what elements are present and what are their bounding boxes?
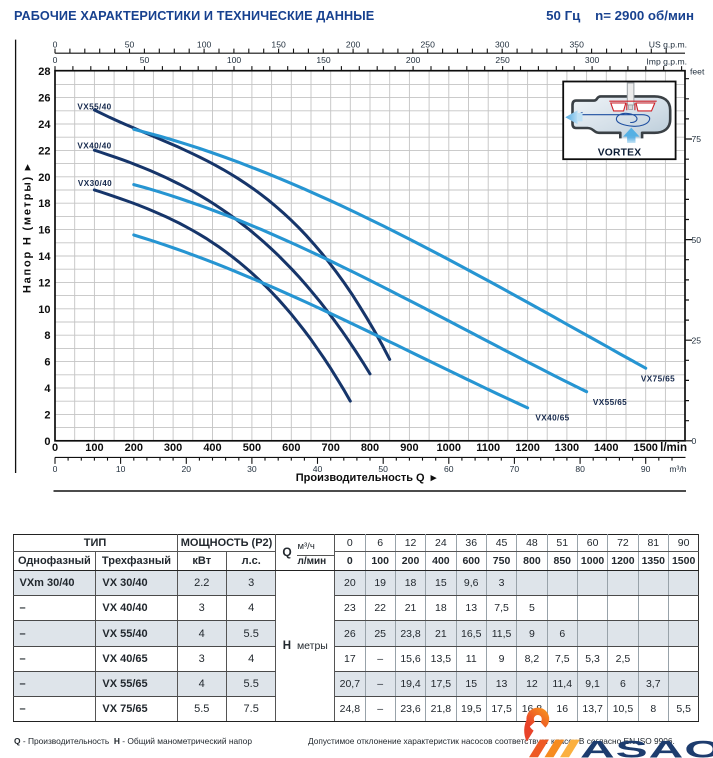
svg-text:70: 70 xyxy=(510,464,520,474)
svg-text:feet: feet xyxy=(690,67,705,77)
svg-text:28: 28 xyxy=(38,66,50,78)
svg-text:150: 150 xyxy=(316,55,331,65)
svg-text:50: 50 xyxy=(140,55,150,65)
svg-text:VX40/65: VX40/65 xyxy=(535,413,569,422)
svg-text:12: 12 xyxy=(38,277,50,289)
svg-text:800: 800 xyxy=(361,442,379,454)
svg-text:VX75/65: VX75/65 xyxy=(641,374,675,383)
svg-text:200: 200 xyxy=(125,442,143,454)
svg-text:l/min: l/min xyxy=(660,442,687,454)
svg-text:US g.p.m.: US g.p.m. xyxy=(649,39,687,49)
svg-text:6: 6 xyxy=(44,357,50,369)
svg-text:300: 300 xyxy=(164,442,182,454)
svg-text:10: 10 xyxy=(116,464,126,474)
svg-text:50: 50 xyxy=(125,39,135,49)
svg-text:350: 350 xyxy=(570,39,585,49)
svg-text:1300: 1300 xyxy=(555,442,579,454)
svg-text:0: 0 xyxy=(44,436,50,448)
svg-text:1400: 1400 xyxy=(594,442,618,454)
svg-text:Напор Н (метры) ▸: Напор Н (метры) ▸ xyxy=(22,163,34,293)
svg-text:75: 75 xyxy=(692,134,702,144)
svg-text:VX30/40: VX30/40 xyxy=(78,179,112,188)
svg-text:700: 700 xyxy=(322,442,340,454)
svg-text:24: 24 xyxy=(38,119,51,131)
svg-text:90: 90 xyxy=(641,464,651,474)
svg-text:VX40/40: VX40/40 xyxy=(77,142,111,151)
svg-text:0: 0 xyxy=(53,464,58,474)
svg-text:20: 20 xyxy=(182,464,192,474)
svg-text:25: 25 xyxy=(692,335,702,345)
svg-text:VX55/65: VX55/65 xyxy=(593,398,627,407)
svg-text:600: 600 xyxy=(282,442,300,454)
svg-text:m³/h: m³/h xyxy=(669,464,686,474)
svg-text:60: 60 xyxy=(444,464,454,474)
svg-text:1000: 1000 xyxy=(437,442,461,454)
svg-text:50: 50 xyxy=(692,235,702,245)
svg-text:0: 0 xyxy=(52,442,58,454)
svg-text:250: 250 xyxy=(421,39,436,49)
svg-text:8: 8 xyxy=(44,330,50,342)
svg-text:40: 40 xyxy=(313,464,323,474)
svg-text:16: 16 xyxy=(38,225,50,237)
svg-text:400: 400 xyxy=(203,442,221,454)
svg-text:150: 150 xyxy=(271,39,286,49)
svg-text:80: 80 xyxy=(575,464,585,474)
svg-text:250: 250 xyxy=(495,55,510,65)
svg-text:Imp g.p.m.: Imp g.p.m. xyxy=(646,57,687,67)
svg-text:VX55/40: VX55/40 xyxy=(77,102,111,111)
svg-text:900: 900 xyxy=(400,442,418,454)
svg-text:22: 22 xyxy=(38,145,50,157)
svg-text:1500: 1500 xyxy=(633,442,657,454)
svg-text:200: 200 xyxy=(346,39,361,49)
svg-text:100: 100 xyxy=(197,39,212,49)
svg-text:0: 0 xyxy=(692,436,697,446)
svg-text:1200: 1200 xyxy=(515,442,539,454)
svg-text:1100: 1100 xyxy=(476,442,500,454)
svg-text:26: 26 xyxy=(38,93,50,105)
svg-text:100: 100 xyxy=(227,55,242,65)
svg-text:18: 18 xyxy=(38,198,50,210)
svg-text:0: 0 xyxy=(53,55,58,65)
svg-text:100: 100 xyxy=(85,442,103,454)
svg-text:500: 500 xyxy=(243,442,261,454)
svg-text:200: 200 xyxy=(406,55,421,65)
svg-text:Производительность Q ▸: Производительность Q ▸ xyxy=(296,472,437,484)
svg-text:300: 300 xyxy=(585,55,600,65)
svg-text:2: 2 xyxy=(44,409,50,421)
svg-text:4: 4 xyxy=(44,383,51,395)
svg-text:30: 30 xyxy=(247,464,257,474)
svg-text:VORTEX: VORTEX xyxy=(598,148,642,159)
svg-text:50: 50 xyxy=(378,464,388,474)
svg-text:10: 10 xyxy=(38,304,50,316)
svg-text:14: 14 xyxy=(38,251,51,263)
svg-text:20: 20 xyxy=(38,172,50,184)
svg-text:0: 0 xyxy=(53,39,58,49)
svg-text:300: 300 xyxy=(495,39,510,49)
